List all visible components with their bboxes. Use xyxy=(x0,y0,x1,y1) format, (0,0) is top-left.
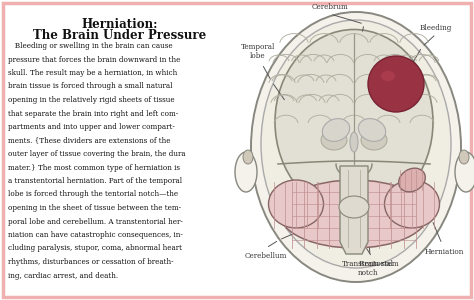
Text: partments and into upper and lower compart-: partments and into upper and lower compa… xyxy=(8,123,175,131)
Text: opening in the sheet of tissue between the tem-: opening in the sheet of tissue between t… xyxy=(8,204,181,212)
Text: rhythms, disturbances or cessation of breath-: rhythms, disturbances or cessation of br… xyxy=(8,258,173,266)
Text: Temporal
lobe: Temporal lobe xyxy=(241,43,275,60)
Text: lobe is forced through the tentorial notch—the: lobe is forced through the tentorial not… xyxy=(8,190,178,199)
Text: Transtentorial
notch: Transtentorial notch xyxy=(342,260,394,277)
Text: opening in the relatively rigid sheets of tissue: opening in the relatively rigid sheets o… xyxy=(8,96,174,104)
Ellipse shape xyxy=(268,180,323,228)
Text: brain tissue is forced through a small natural: brain tissue is forced through a small n… xyxy=(8,82,173,91)
Circle shape xyxy=(368,56,424,112)
Text: poral lobe and cerebellum. A transtentorial her-: poral lobe and cerebellum. A transtentor… xyxy=(8,218,183,226)
Text: Bleeding: Bleeding xyxy=(420,24,452,32)
Text: mater.} The most common type of herniation is: mater.} The most common type of herniati… xyxy=(8,164,180,172)
Ellipse shape xyxy=(455,152,474,192)
Ellipse shape xyxy=(322,118,350,141)
Text: Herniation:: Herniation: xyxy=(82,18,158,31)
Ellipse shape xyxy=(384,180,439,228)
Ellipse shape xyxy=(339,196,369,218)
Text: The Brain Under Pressure: The Brain Under Pressure xyxy=(33,29,207,42)
Ellipse shape xyxy=(235,152,257,192)
Text: a transtentorial herniation. Part of the temporal: a transtentorial herniation. Part of the… xyxy=(8,177,182,185)
Text: cluding paralysis, stupor, coma, abnormal heart: cluding paralysis, stupor, coma, abnorma… xyxy=(8,244,182,253)
Text: Brain stem: Brain stem xyxy=(359,260,399,268)
Ellipse shape xyxy=(261,20,451,268)
Text: ing, cardiac arrest, and death.: ing, cardiac arrest, and death. xyxy=(8,272,118,280)
Ellipse shape xyxy=(280,180,428,248)
Ellipse shape xyxy=(399,168,425,192)
Text: Herniation: Herniation xyxy=(424,248,464,256)
Text: pressure that forces the brain downward in the: pressure that forces the brain downward … xyxy=(8,56,181,64)
Polygon shape xyxy=(340,166,368,254)
Text: outer layer of tissue covering the brain, the dura: outer layer of tissue covering the brain… xyxy=(8,150,186,158)
Ellipse shape xyxy=(459,150,469,164)
Text: skull. The result may be a herniation, in which: skull. The result may be a herniation, i… xyxy=(8,69,177,77)
Text: Cerebrum: Cerebrum xyxy=(311,3,348,11)
Ellipse shape xyxy=(361,130,387,150)
Ellipse shape xyxy=(251,12,461,282)
Text: niation can have catastrophic consequences, in-: niation can have catastrophic consequenc… xyxy=(8,231,183,239)
Ellipse shape xyxy=(243,150,253,164)
Ellipse shape xyxy=(350,132,358,152)
Ellipse shape xyxy=(321,130,347,150)
Text: that separate the brain into right and left com-: that separate the brain into right and l… xyxy=(8,110,178,118)
Ellipse shape xyxy=(275,29,433,214)
FancyBboxPatch shape xyxy=(3,3,471,297)
Text: ments. {These dividers are extensions of the: ments. {These dividers are extensions of… xyxy=(8,136,171,145)
Text: Cerebellum: Cerebellum xyxy=(245,252,287,260)
Ellipse shape xyxy=(358,118,386,141)
Ellipse shape xyxy=(381,71,395,81)
Text: Bleeding or swelling in the brain can cause: Bleeding or swelling in the brain can ca… xyxy=(8,42,173,50)
